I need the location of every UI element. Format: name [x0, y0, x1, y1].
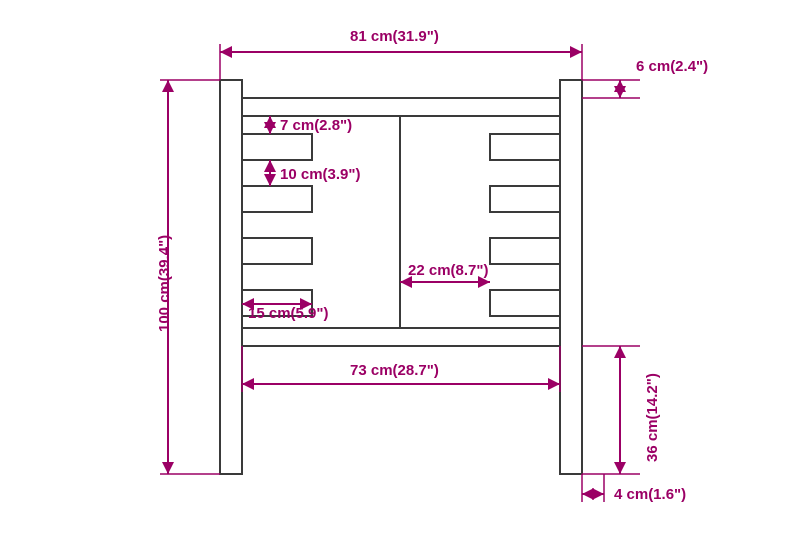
right-post: [560, 80, 582, 474]
bottom-rail: [242, 328, 560, 346]
slat-left-1: [242, 134, 312, 160]
label-inner-width: 73 cm(28.7"): [350, 362, 439, 379]
label-small-width: 15 cm(5.9"): [248, 305, 329, 322]
slat-right-3: [490, 238, 560, 264]
left-post: [220, 80, 242, 474]
label-leg-height: 36 cm(14.2"): [644, 373, 661, 462]
diagram-canvas: [0, 0, 800, 533]
label-slat-gap: 7 cm(2.8"): [280, 117, 352, 134]
top-rail: [242, 98, 560, 116]
label-panel-width: 22 cm(8.7"): [408, 262, 489, 279]
slat-left-3: [242, 238, 312, 264]
slat-right-4: [490, 290, 560, 316]
label-total-width: 81 cm(31.9"): [350, 28, 439, 45]
label-top-right: 6 cm(2.4"): [636, 58, 708, 75]
product-outline: [220, 80, 582, 474]
slat-left-2: [242, 186, 312, 212]
slat-right-2: [490, 186, 560, 212]
slat-right-1: [490, 134, 560, 160]
label-slat-height: 10 cm(3.9"): [280, 166, 361, 183]
label-total-height: 100 cm(39.4"): [156, 235, 173, 332]
label-leg-depth: 4 cm(1.6"): [614, 486, 686, 503]
